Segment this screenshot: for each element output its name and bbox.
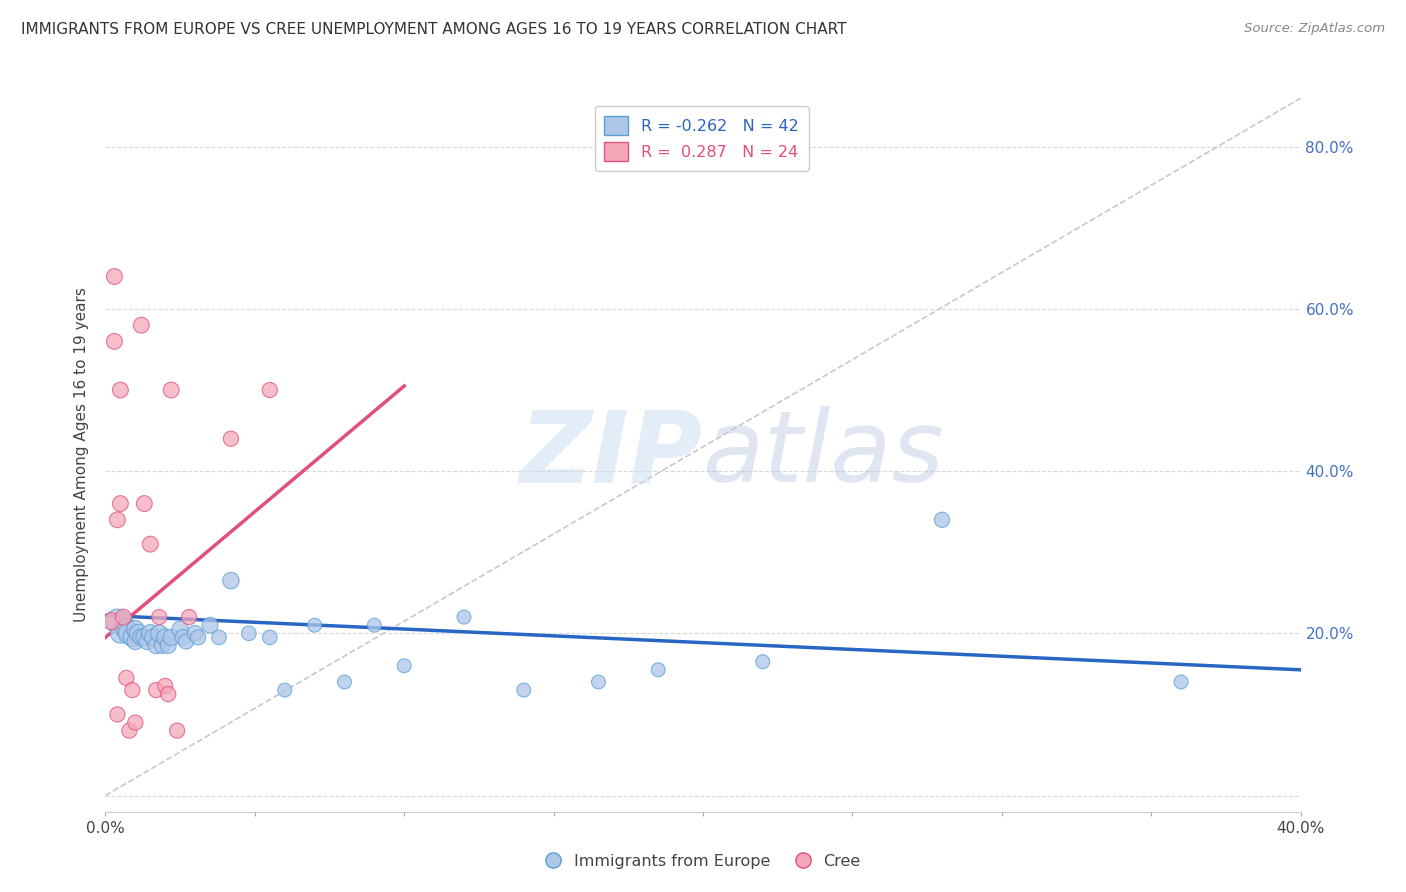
Point: [115, 622, 138, 636]
Point: [155, 679, 177, 693]
Point: [184, 626, 207, 640]
Point: [127, 626, 149, 640]
Point: [148, 610, 170, 624]
Point: [333, 675, 356, 690]
Text: ZIP: ZIP: [520, 407, 703, 503]
Point: [121, 683, 143, 698]
Point: [112, 614, 135, 628]
Point: [121, 631, 143, 645]
Point: [179, 610, 201, 624]
Point: [160, 383, 183, 397]
Point: [304, 618, 326, 632]
Point: [134, 497, 156, 511]
Point: [110, 626, 132, 640]
Point: [157, 687, 180, 701]
Point: [124, 634, 146, 648]
Point: [115, 671, 138, 685]
Y-axis label: Unemployment Among Ages 16 to 19 years: Unemployment Among Ages 16 to 19 years: [75, 287, 90, 623]
Point: [166, 723, 188, 738]
Point: [100, 614, 122, 628]
Text: atlas: atlas: [703, 407, 945, 503]
Point: [131, 631, 153, 645]
Point: [139, 626, 162, 640]
Point: [274, 683, 297, 698]
Point: [174, 634, 197, 648]
Point: [208, 631, 231, 645]
Point: [124, 715, 146, 730]
Point: [118, 626, 141, 640]
Point: [145, 639, 167, 653]
Point: [112, 610, 135, 624]
Point: [259, 631, 281, 645]
Point: [124, 622, 146, 636]
Point: [148, 626, 170, 640]
Point: [142, 631, 165, 645]
Point: [453, 610, 475, 624]
Point: [647, 663, 669, 677]
Point: [394, 658, 416, 673]
Point: [931, 513, 953, 527]
Point: [259, 383, 281, 397]
Point: [751, 655, 773, 669]
Point: [513, 683, 536, 698]
Point: [118, 723, 141, 738]
Point: [1170, 675, 1192, 690]
Text: Source: ZipAtlas.com: Source: ZipAtlas.com: [1244, 22, 1385, 36]
Point: [198, 618, 221, 632]
Point: [155, 631, 177, 645]
Point: [157, 639, 180, 653]
Legend: Immigrants from Europe, Cree: Immigrants from Europe, Cree: [538, 847, 868, 875]
Point: [131, 318, 153, 333]
Point: [103, 269, 125, 284]
Point: [134, 631, 156, 645]
Point: [107, 707, 129, 722]
Point: [150, 639, 173, 653]
Text: IMMIGRANTS FROM EUROPE VS CREE UNEMPLOYMENT AMONG AGES 16 TO 19 YEARS CORRELATIO: IMMIGRANTS FROM EUROPE VS CREE UNEMPLOYM…: [21, 22, 846, 37]
Point: [145, 683, 167, 698]
Point: [172, 631, 194, 645]
Point: [107, 614, 129, 628]
Point: [107, 513, 129, 527]
Point: [169, 622, 191, 636]
Point: [139, 537, 162, 551]
Point: [110, 383, 132, 397]
Point: [160, 631, 183, 645]
Point: [103, 334, 125, 349]
Point: [238, 626, 260, 640]
Point: [187, 631, 209, 645]
Point: [136, 634, 159, 648]
Point: [219, 432, 242, 446]
Point: [110, 497, 132, 511]
Point: [219, 574, 242, 588]
Point: [588, 675, 610, 690]
Point: [363, 618, 385, 632]
